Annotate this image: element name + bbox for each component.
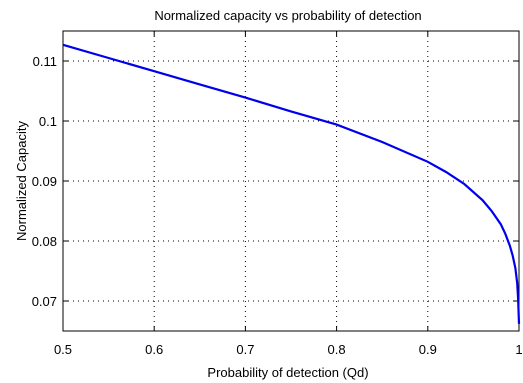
y-tick-label: 0.07 [32,294,57,309]
y-tick-label: 0.11 [33,54,57,69]
chart-title: Normalized capacity vs probability of de… [154,8,421,23]
y-axis-label: Normalized Capacity [14,121,29,241]
x-tick-label: 0.5 [54,342,72,357]
y-axis: 0.07 0.08 0.09 0.1 0.11 [32,54,519,309]
capacity-curve [62,43,521,324]
x-tick-label: 0.9 [419,342,437,357]
grid-lines [63,31,519,331]
x-tick-label: 1 [515,342,522,357]
x-tick-label: 0.7 [236,342,254,357]
x-tick-label: 0.6 [145,342,163,357]
x-axis: 0.5 0.6 0.7 0.8 0.9 1 [54,31,523,357]
x-axis-label: Probability of detection (Qd) [207,365,368,380]
y-tick-label: 0.1 [39,114,57,129]
x-tick-label: 0.8 [328,342,346,357]
y-tick-label: 0.08 [32,234,57,249]
y-tick-label: 0.09 [32,174,57,189]
plot-frame [62,30,520,332]
